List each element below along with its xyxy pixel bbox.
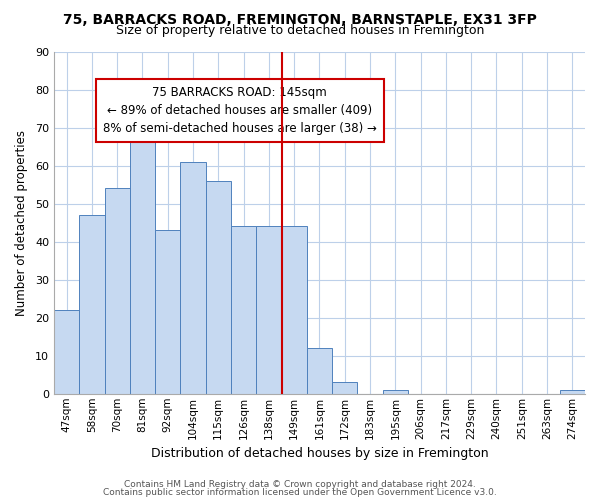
Bar xyxy=(231,226,256,394)
Bar xyxy=(79,215,104,394)
Bar xyxy=(54,310,79,394)
Bar xyxy=(560,390,585,394)
Bar xyxy=(332,382,358,394)
Bar xyxy=(256,226,281,394)
Text: 75 BARRACKS ROAD: 145sqm
← 89% of detached houses are smaller (409)
8% of semi-d: 75 BARRACKS ROAD: 145sqm ← 89% of detach… xyxy=(103,86,377,134)
Bar xyxy=(155,230,181,394)
Bar xyxy=(181,162,206,394)
X-axis label: Distribution of detached houses by size in Fremington: Distribution of detached houses by size … xyxy=(151,447,488,460)
Bar xyxy=(130,116,155,394)
Y-axis label: Number of detached properties: Number of detached properties xyxy=(15,130,28,316)
Text: Contains HM Land Registry data © Crown copyright and database right 2024.: Contains HM Land Registry data © Crown c… xyxy=(124,480,476,489)
Bar xyxy=(383,390,408,394)
Bar xyxy=(206,181,231,394)
Bar xyxy=(281,226,307,394)
Bar xyxy=(104,188,130,394)
Text: Contains public sector information licensed under the Open Government Licence v3: Contains public sector information licen… xyxy=(103,488,497,497)
Text: 75, BARRACKS ROAD, FREMINGTON, BARNSTAPLE, EX31 3FP: 75, BARRACKS ROAD, FREMINGTON, BARNSTAPL… xyxy=(63,12,537,26)
Text: Size of property relative to detached houses in Fremington: Size of property relative to detached ho… xyxy=(116,24,484,37)
Bar xyxy=(307,348,332,394)
